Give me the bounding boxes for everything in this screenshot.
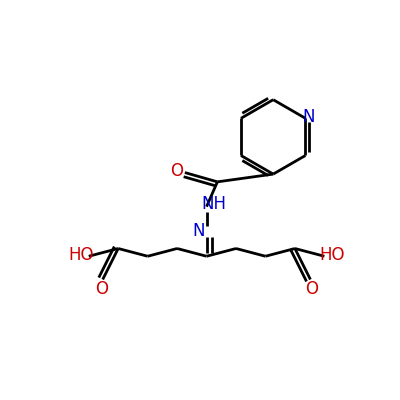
Text: HO: HO: [68, 246, 94, 264]
Text: N: N: [192, 222, 205, 240]
Text: N: N: [302, 108, 315, 126]
Text: O: O: [306, 280, 318, 298]
Text: O: O: [170, 162, 183, 180]
Text: O: O: [95, 280, 108, 298]
Text: HO: HO: [319, 246, 345, 264]
Text: NH: NH: [202, 194, 227, 212]
